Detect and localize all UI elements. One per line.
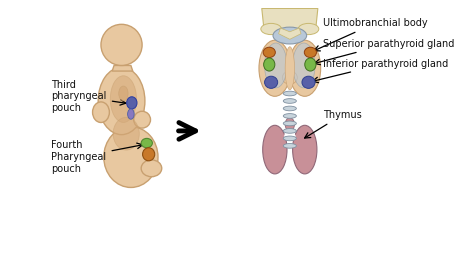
Ellipse shape	[283, 121, 296, 126]
Ellipse shape	[141, 138, 152, 148]
Ellipse shape	[110, 76, 137, 123]
Ellipse shape	[284, 132, 295, 141]
Ellipse shape	[104, 127, 158, 188]
Circle shape	[101, 24, 142, 66]
Ellipse shape	[305, 58, 316, 71]
Ellipse shape	[264, 43, 287, 88]
Ellipse shape	[259, 40, 291, 96]
Text: Fourth
Pharyngeal
pouch: Fourth Pharyngeal pouch	[51, 140, 143, 174]
Ellipse shape	[113, 117, 139, 150]
Ellipse shape	[263, 47, 275, 57]
Ellipse shape	[273, 27, 307, 44]
Ellipse shape	[128, 109, 134, 119]
Text: Superior parathyroid gland: Superior parathyroid gland	[314, 39, 454, 65]
Ellipse shape	[118, 86, 128, 101]
Text: Third
pharyngeal
pouch: Third pharyngeal pouch	[51, 80, 126, 113]
Ellipse shape	[264, 58, 275, 71]
Ellipse shape	[285, 118, 294, 131]
Ellipse shape	[264, 76, 278, 88]
Ellipse shape	[261, 23, 282, 35]
Ellipse shape	[292, 125, 317, 174]
Text: Thymus: Thymus	[305, 110, 361, 138]
Ellipse shape	[283, 136, 296, 141]
Ellipse shape	[304, 47, 317, 57]
Ellipse shape	[143, 148, 155, 161]
Ellipse shape	[283, 71, 297, 84]
Ellipse shape	[283, 128, 296, 133]
Polygon shape	[262, 9, 318, 30]
Ellipse shape	[127, 97, 137, 109]
Ellipse shape	[98, 67, 145, 135]
Ellipse shape	[283, 114, 296, 118]
Ellipse shape	[289, 40, 321, 96]
Polygon shape	[112, 66, 133, 71]
Ellipse shape	[263, 125, 287, 174]
Ellipse shape	[92, 102, 109, 123]
Ellipse shape	[285, 47, 294, 90]
Polygon shape	[279, 28, 301, 39]
Text: Inferior parathyroid gland: Inferior parathyroid gland	[312, 59, 448, 83]
Ellipse shape	[141, 160, 162, 177]
Ellipse shape	[283, 91, 296, 96]
Ellipse shape	[302, 76, 315, 88]
Ellipse shape	[298, 23, 319, 35]
Ellipse shape	[134, 111, 151, 128]
Ellipse shape	[292, 43, 315, 88]
Text: Ultimobranchial body: Ultimobranchial body	[314, 18, 427, 51]
Ellipse shape	[283, 143, 296, 148]
Ellipse shape	[283, 99, 296, 103]
Ellipse shape	[283, 106, 296, 111]
